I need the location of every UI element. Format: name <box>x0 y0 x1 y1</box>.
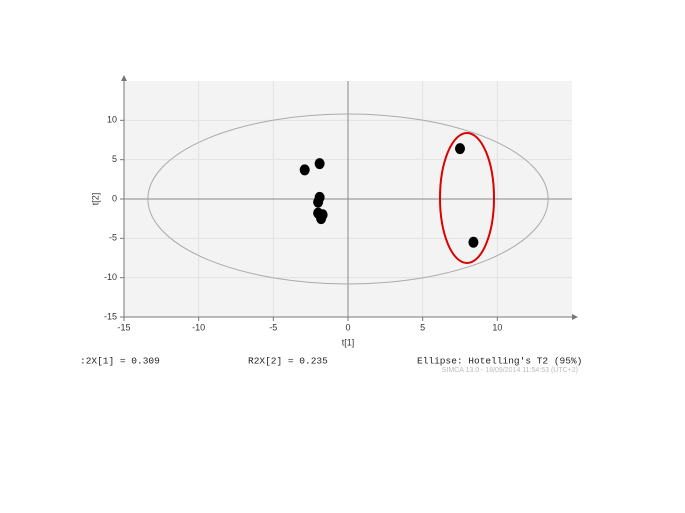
point <box>313 196 324 208</box>
x-tick-label: 5 <box>420 322 425 332</box>
x-tick-label: -15 <box>117 322 130 332</box>
point <box>316 213 327 225</box>
y-axis-arrow <box>121 75 127 81</box>
point <box>314 158 325 170</box>
x-axis-arrow <box>572 314 578 320</box>
point <box>468 236 479 248</box>
r2x1-label: :2X[1] = 0.309 <box>80 356 160 367</box>
simca-footer: SIMCA 13.0 - 18/09/2014 11:54:53 (UTC+2) <box>442 367 578 374</box>
r2x2-label: R2X[2] = 0.235 <box>248 356 328 367</box>
x-tick-label: -10 <box>192 322 205 332</box>
x-axis-label: t[1] <box>342 337 355 347</box>
point <box>299 164 310 176</box>
y-tick-label: 0 <box>112 193 117 203</box>
y-tick-label: -15 <box>104 311 117 321</box>
y-axis-label: t[2] <box>90 193 100 206</box>
y-tick-label: -10 <box>104 272 117 282</box>
x-tick-label: -5 <box>269 322 277 332</box>
hotelling-ellipse <box>147 113 549 285</box>
y-tick-label: 10 <box>107 115 117 125</box>
y-tick-label: 5 <box>112 154 117 164</box>
ellipse-label: Ellipse: Hotelling's T2 (95%) <box>417 356 582 367</box>
y-tick-label: -5 <box>109 233 117 243</box>
x-tick-label: 10 <box>492 322 502 332</box>
x-tick-label: 0 <box>345 322 350 332</box>
point <box>455 143 465 155</box>
highlight-ring <box>439 132 495 264</box>
